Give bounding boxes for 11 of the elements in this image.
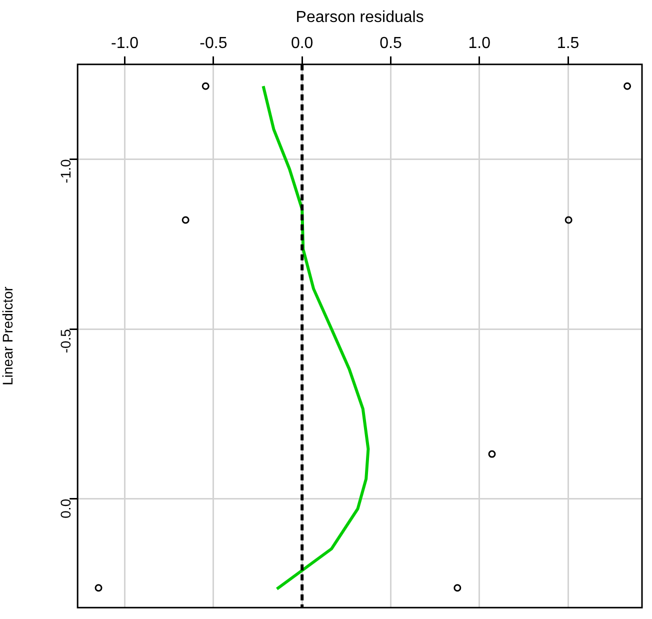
x-tick-label: 1.0 — [468, 35, 491, 52]
x-axis-title: Pearson residuals — [296, 9, 424, 26]
x-tick-label: 0.0 — [290, 35, 314, 52]
y-tick-label: -0.5 — [57, 328, 74, 354]
x-tick-label: -0.5 — [200, 35, 228, 52]
y-axis-title: Linear Predictor — [0, 286, 16, 386]
x-tick-label: 0.5 — [380, 35, 402, 52]
y-tick-label: -1.0 — [57, 158, 74, 184]
x-tick-label: 1.5 — [556, 35, 580, 52]
x-tick-label: -1.0 — [110, 35, 139, 52]
y-tick-label: 0.0 — [57, 498, 74, 518]
